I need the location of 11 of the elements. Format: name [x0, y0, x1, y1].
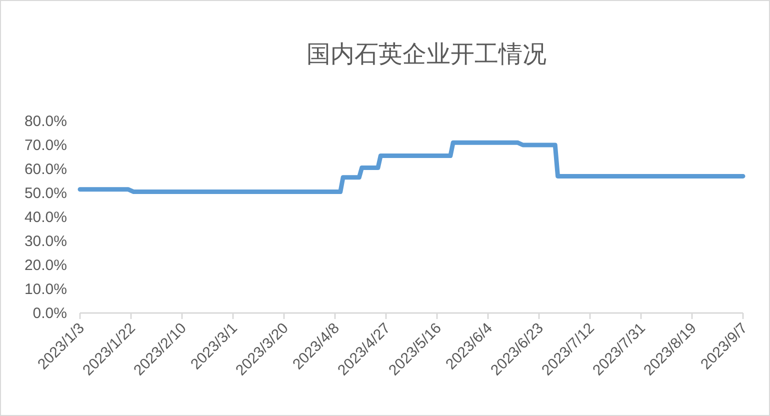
y-tick-label: 80.0%	[24, 113, 67, 130]
y-tick-label: 10.0%	[24, 281, 67, 298]
y-tick-label: 50.0%	[24, 185, 67, 202]
y-tick-label: 60.0%	[24, 161, 67, 178]
line-series	[78, 140, 746, 194]
y-tick-label: 30.0%	[24, 233, 67, 250]
y-tick-label: 40.0%	[24, 209, 67, 226]
y-tick-label: 70.0%	[24, 137, 67, 154]
y-tick-label: 20.0%	[24, 257, 67, 274]
y-tick-label: 0.0%	[32, 305, 67, 322]
chart-title: 国内石英企业开工情况	[306, 40, 546, 68]
